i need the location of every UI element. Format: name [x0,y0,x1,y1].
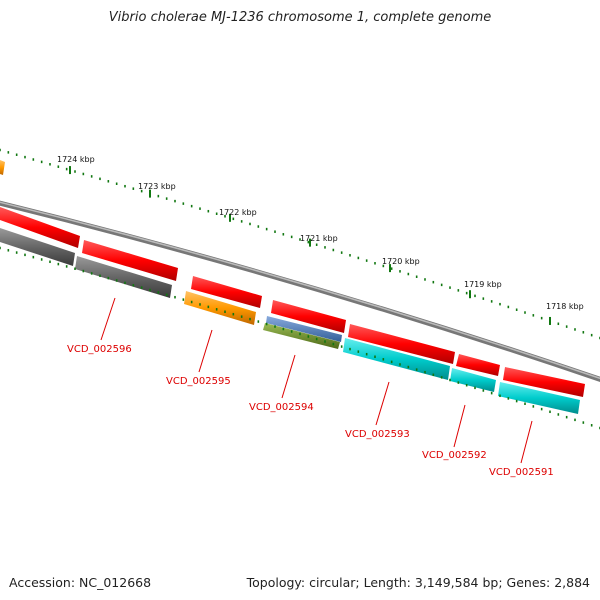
label-leaders [100,297,533,464]
gene-reverse-olive[interactable] [263,323,340,349]
leader-line [100,297,116,341]
leader-line [520,420,533,464]
gene-labels: VCD_002596 VCD_002595 VCD_002594 VCD_002… [67,344,554,478]
backbone-highlight [0,201,600,380]
ruler-dots [0,148,600,340]
ruler-label: 1719 kbp [464,280,502,289]
ruler-label: 1722 kbp [219,208,257,217]
accession-text: Accession: NC_012668 [9,575,152,590]
topology-text: Topology: circular; Length: 3,149,584 bp… [246,575,590,590]
gene-label[interactable]: VCD_002596 [67,344,132,355]
gene-forward[interactable] [456,354,500,376]
gene-reverse-gray[interactable] [75,256,172,298]
gene-reverse-cyan[interactable] [343,338,450,380]
ruler-labels: 1724 kbp 1723 kbp 1722 kbp 1721 kbp 1720… [57,155,584,311]
ruler-ticks [69,166,551,325]
gene-reverse-blue[interactable] [266,316,342,342]
reverse-strand [0,228,580,414]
ruler-label: 1721 kbp [300,234,338,243]
ruler-label: 1723 kbp [138,182,176,191]
gene-label[interactable]: VCD_002595 [166,376,231,387]
gene-orange-partial[interactable] [0,160,5,175]
gene-forward[interactable] [82,240,178,281]
gene-reverse-gray[interactable] [0,228,75,266]
gene-reverse-orange[interactable] [184,291,256,325]
gene-forward[interactable] [271,300,346,333]
backbone-line [0,200,600,382]
leader-line [198,329,213,373]
gene-reverse-cyan[interactable] [450,368,496,392]
leader-line [453,404,466,448]
forward-strand [0,207,585,397]
gene-label[interactable]: VCD_002594 [249,402,314,413]
gene-label[interactable]: VCD_002591 [489,467,554,478]
leader-line [281,354,296,399]
leader-line [375,381,390,426]
gene-reverse-cyan[interactable] [498,382,580,414]
gene-label[interactable]: VCD_002593 [345,429,410,440]
map-title: Vibrio cholerae MJ-1236 chromosome 1, co… [108,10,492,25]
ruler-label: 1724 kbp [57,155,95,164]
inner-ruler-dots [0,246,600,430]
ruler-label: 1720 kbp [382,257,420,266]
gene-forward[interactable] [191,276,262,308]
gene-forward[interactable] [0,207,80,248]
gene-forward[interactable] [503,367,585,397]
gene-label[interactable]: VCD_002592 [422,450,487,461]
gene-forward[interactable] [348,324,455,364]
ruler-label: 1718 kbp [546,302,584,311]
